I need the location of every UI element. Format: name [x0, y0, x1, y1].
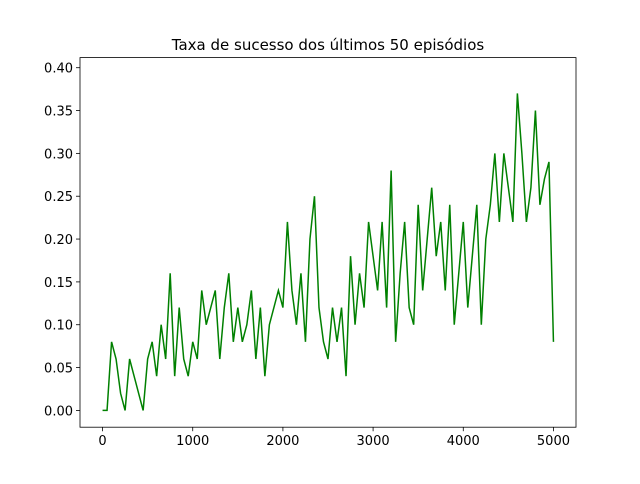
y-tick-label: 0.05 [44, 362, 73, 377]
y-tick-label: 0.10 [44, 319, 73, 334]
data-line [102, 93, 555, 412]
x-tick-label: 3000 [357, 434, 390, 449]
y-tick-label: 0.20 [44, 233, 73, 248]
y-tick-label: 0.40 [44, 62, 73, 77]
x-tick-label: 1000 [176, 434, 209, 449]
y-tick-label: 0.25 [44, 190, 73, 205]
axes-frame [79, 57, 577, 428]
x-tick-label: 5000 [537, 434, 570, 449]
y-tick-label: 0.30 [44, 147, 73, 162]
y-tick-label: 0.00 [44, 404, 73, 419]
x-tick-label: 0 [98, 434, 106, 449]
x-tick-label: 4000 [447, 434, 480, 449]
x-tick-label: 2000 [266, 434, 299, 449]
y-tick-label: 0.15 [44, 276, 73, 291]
chart-title: Taxa de sucesso dos últimos 50 episódios [171, 36, 485, 54]
y-tick-label: 0.35 [44, 105, 73, 120]
